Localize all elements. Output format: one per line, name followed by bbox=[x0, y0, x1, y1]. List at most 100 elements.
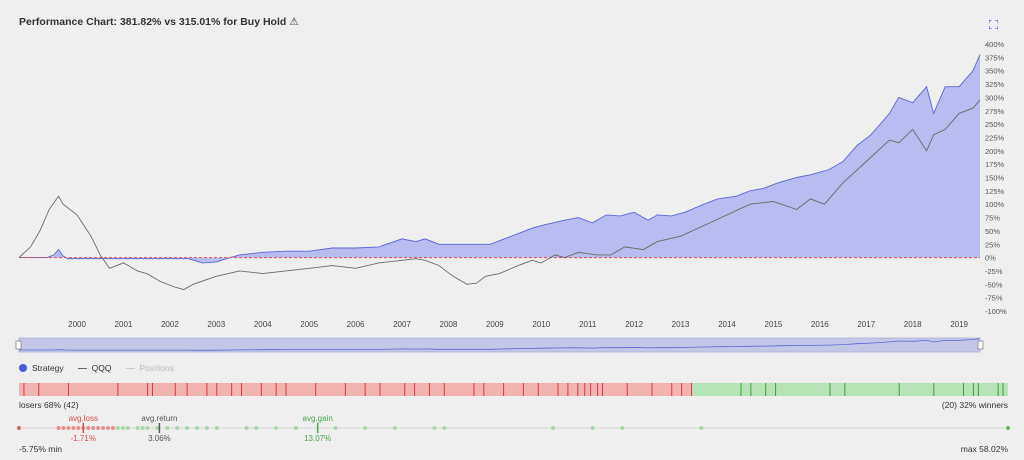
min-return-label: -5.75% min bbox=[19, 444, 62, 454]
trade-return-dot[interactable] bbox=[115, 426, 120, 430]
x-tick-label: 2012 bbox=[625, 320, 643, 329]
legend-item-positions[interactable]: Positions bbox=[125, 363, 175, 373]
y-tick-label: 300% bbox=[985, 93, 1005, 102]
y-tick-label: -100% bbox=[985, 307, 1007, 316]
x-tick-label: 2018 bbox=[904, 320, 922, 329]
trade-return-dot[interactable] bbox=[165, 426, 170, 430]
x-tick-label: 2001 bbox=[115, 320, 133, 329]
trade-return-dot[interactable] bbox=[91, 426, 96, 430]
avg-return-title: avg.return bbox=[141, 414, 177, 423]
trade-return-dot[interactable] bbox=[392, 426, 397, 430]
y-tick-label: -50% bbox=[985, 280, 1003, 289]
trade-return-dot[interactable] bbox=[551, 426, 556, 430]
y-tick-label: 275% bbox=[985, 107, 1005, 116]
x-tick-label: 2006 bbox=[347, 320, 365, 329]
strategy-line bbox=[19, 54, 981, 264]
trade-return-dot[interactable] bbox=[185, 426, 190, 430]
trade-return-dot[interactable] bbox=[620, 426, 625, 430]
trade-return-dot[interactable] bbox=[120, 426, 125, 430]
trade-return-dot[interactable] bbox=[254, 426, 259, 430]
legend-strategy-label: Strategy bbox=[32, 363, 64, 373]
legend-item-strategy[interactable]: Strategy bbox=[19, 363, 64, 373]
legend-qqq-marker bbox=[77, 367, 87, 369]
x-tick-label: 2004 bbox=[254, 320, 272, 329]
y-tick-label: 125% bbox=[985, 187, 1005, 196]
trade-return-dot[interactable] bbox=[293, 426, 298, 430]
avg-gain-title: avg.gain bbox=[303, 414, 333, 423]
x-tick-label: 2017 bbox=[857, 320, 875, 329]
trade-return-dot[interactable] bbox=[195, 426, 200, 430]
x-tick-label: 2007 bbox=[393, 320, 411, 329]
trade-return-dot[interactable] bbox=[175, 426, 180, 430]
y-tick-label: 250% bbox=[985, 120, 1005, 129]
trade-return-dot[interactable] bbox=[155, 426, 160, 430]
x-tick-label: 2009 bbox=[486, 320, 504, 329]
winners-bar bbox=[691, 383, 1008, 396]
trade-return-dot[interactable] bbox=[125, 426, 130, 430]
legend-item-qqq[interactable]: QQQ bbox=[77, 363, 112, 373]
trade-return-dot[interactable] bbox=[135, 426, 140, 430]
trade-return-dot[interactable] bbox=[101, 426, 106, 430]
x-tick-label: 2005 bbox=[300, 320, 318, 329]
navigator-right-handle[interactable] bbox=[977, 340, 984, 350]
y-tick-label: 200% bbox=[985, 147, 1005, 156]
trade-return-dot[interactable] bbox=[204, 426, 209, 430]
qqq-line bbox=[18, 99, 981, 291]
y-tick-label: 225% bbox=[985, 133, 1005, 142]
legend-strategy-marker bbox=[19, 364, 27, 372]
trade-return-dot[interactable] bbox=[244, 426, 249, 430]
trade-return-dot[interactable] bbox=[140, 426, 145, 430]
trade-return-dot[interactable] bbox=[86, 426, 91, 430]
trade-return-dot[interactable] bbox=[96, 426, 101, 430]
x-tick-label: 2000 bbox=[68, 320, 86, 329]
x-tick-label: 2015 bbox=[765, 320, 783, 329]
winners-label: (20) 32% winners bbox=[941, 400, 1008, 410]
trade-return-dot[interactable] bbox=[432, 426, 437, 430]
trade-return-dot[interactable] bbox=[71, 426, 76, 430]
x-tick-label: 2002 bbox=[161, 320, 179, 329]
trade-return-dot[interactable] bbox=[699, 426, 704, 430]
x-tick-label: 2014 bbox=[718, 320, 736, 329]
x-tick-label: 2011 bbox=[579, 320, 597, 329]
trade-return-dot[interactable] bbox=[274, 426, 279, 430]
y-tick-label: 150% bbox=[985, 174, 1005, 183]
trade-return-dot[interactable] bbox=[66, 426, 71, 430]
y-tick-label: 325% bbox=[985, 80, 1005, 89]
chart-title: Performance Chart: 381.82% vs 315.01% fo… bbox=[19, 16, 299, 28]
navigator-left-handle[interactable] bbox=[15, 340, 22, 350]
trade-return-dot[interactable] bbox=[442, 426, 447, 430]
trade-return-dot[interactable] bbox=[110, 426, 115, 430]
y-tick-label: 0% bbox=[985, 254, 996, 263]
y-tick-label: 25% bbox=[985, 240, 1000, 249]
y-tick-label: -75% bbox=[985, 294, 1003, 303]
trade-return-dot[interactable] bbox=[106, 426, 111, 430]
trade-return-dot[interactable] bbox=[333, 426, 338, 430]
legend-positions-marker bbox=[125, 367, 135, 369]
trade-return-dot[interactable] bbox=[590, 426, 595, 430]
x-tick-label: 2019 bbox=[950, 320, 968, 329]
chart-title-text: Performance Chart: 381.82% vs 315.01% fo… bbox=[19, 16, 287, 28]
y-tick-label: 400% bbox=[985, 40, 1005, 49]
trade-return-dot[interactable] bbox=[56, 426, 61, 430]
legend-qqq-label: QQQ bbox=[91, 363, 112, 373]
warning-icon[interactable]: ⚠ bbox=[289, 16, 299, 28]
legend-positions-label: Positions bbox=[139, 363, 175, 373]
trade-return-dot[interactable] bbox=[145, 426, 150, 430]
x-tick-label: 2003 bbox=[207, 320, 225, 329]
y-tick-label: 50% bbox=[985, 227, 1000, 236]
trade-return-dot[interactable] bbox=[76, 426, 81, 430]
avg-return-value: 3.06% bbox=[148, 434, 171, 443]
x-tick-label: 2013 bbox=[672, 320, 690, 329]
avg-loss-title: avg.loss bbox=[69, 414, 98, 423]
avg-gain-value: 13.07% bbox=[304, 434, 331, 443]
losers-label: losers 68% (42) bbox=[19, 400, 79, 410]
x-tick-label: 2010 bbox=[532, 320, 550, 329]
x-tick-label: 2008 bbox=[440, 320, 458, 329]
trade-return-dot[interactable] bbox=[61, 426, 66, 430]
trade-return-dot[interactable] bbox=[214, 426, 219, 430]
y-tick-label: 175% bbox=[985, 160, 1005, 169]
max-return-label: max 58.02% bbox=[960, 444, 1008, 454]
trade-return-dot[interactable] bbox=[363, 426, 368, 430]
y-tick-label: -25% bbox=[985, 267, 1003, 276]
